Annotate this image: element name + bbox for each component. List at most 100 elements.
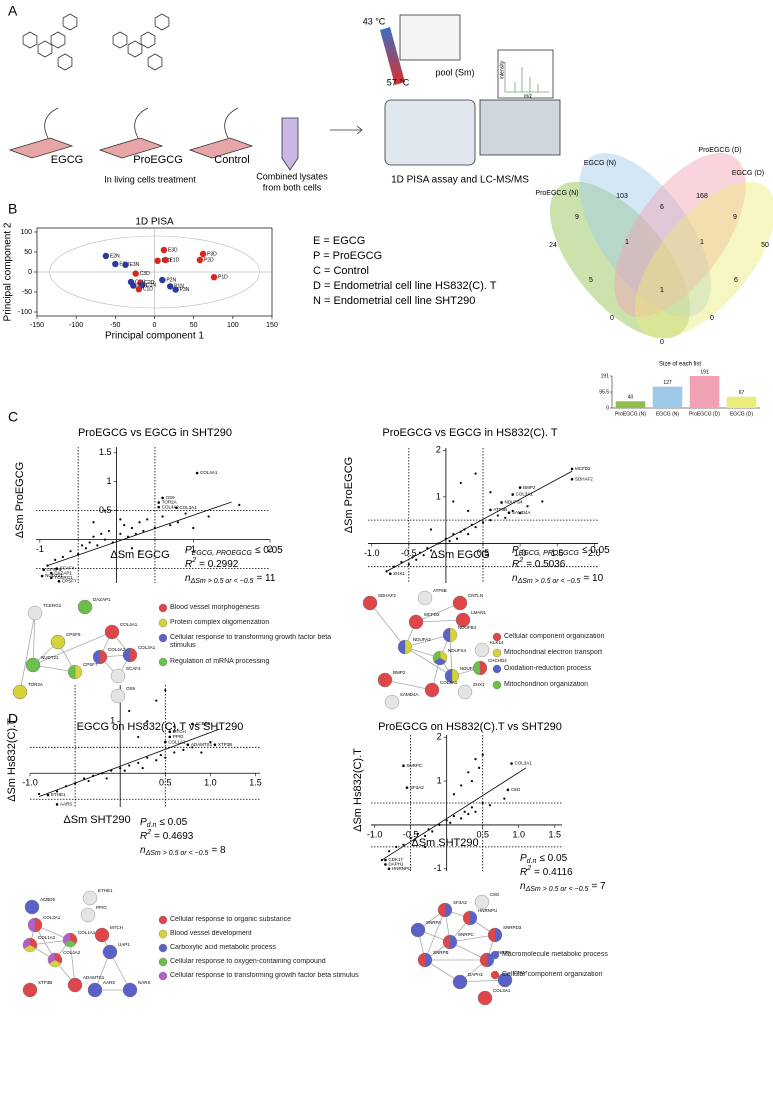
point — [452, 793, 455, 796]
legend-entry: Blood vessel development — [170, 930, 252, 937]
node-label: SNRPD3 — [503, 925, 522, 930]
label: 1D PISA assay and LC-MS/MS — [391, 175, 529, 186]
point — [173, 751, 176, 754]
x-tick-label: -0.5 — [401, 548, 417, 558]
network-node-slice — [417, 952, 426, 968]
point — [449, 821, 452, 824]
network-node-slice — [424, 952, 433, 968]
point — [122, 261, 129, 268]
gene-label: XTP3B — [218, 742, 232, 747]
x-tick-label: EGCG (N) — [656, 411, 679, 417]
point — [173, 725, 176, 728]
point — [422, 553, 425, 557]
bar — [652, 386, 683, 408]
venn-set — [634, 181, 773, 339]
venn-count: 0 — [710, 315, 714, 322]
y-tick-label: 2 — [437, 732, 442, 742]
network-node-slice — [129, 647, 138, 663]
stat-line: PEGCG, PROEGCG ≤ 0.05 — [512, 545, 610, 557]
fit-line — [47, 501, 232, 567]
structure — [22, 31, 38, 49]
gradient — [380, 27, 405, 85]
gene-label: PPIG — [173, 734, 184, 739]
x-axis-label: Principal component 1 — [105, 331, 204, 342]
node-label: TCERG1 — [43, 603, 62, 608]
stat-symbol: P — [185, 545, 192, 556]
tube — [281, 117, 299, 171]
point — [161, 496, 164, 500]
y-tick-label: -50 — [22, 289, 32, 296]
legend-entry: Cellular component organization — [504, 633, 605, 640]
point — [452, 815, 455, 818]
y-axis-label: Principal component 2 — [3, 222, 14, 321]
point — [496, 514, 499, 517]
point-label: E1D — [169, 257, 179, 263]
panel-letter: D — [8, 711, 18, 727]
y-tick-label: 1 — [110, 716, 115, 726]
stat-line: nΔSm > 0.5 or < −0.5 = 11 — [185, 573, 276, 585]
arrow — [224, 107, 239, 139]
legend-swatch — [158, 657, 168, 667]
point — [157, 501, 161, 504]
x-tick-label: 0 — [153, 322, 157, 329]
gene-label: ZHX1 — [393, 571, 405, 576]
point — [146, 518, 149, 521]
gene-label: BMP2 — [523, 485, 536, 490]
network-node-slice — [437, 902, 446, 918]
point — [119, 766, 122, 770]
point — [182, 748, 185, 751]
legend-swatch — [158, 957, 168, 967]
gene-label: MTCH — [173, 729, 186, 734]
stat-subscript: ΔSm > 0.5 or < −0.5 — [525, 886, 589, 893]
network-node-slice — [92, 649, 101, 665]
stat-symbol: P — [140, 817, 147, 828]
point — [405, 786, 409, 789]
x-tick-label: 0.5 — [477, 548, 490, 558]
network-node — [408, 614, 424, 630]
y-tick-label: 2 — [436, 445, 441, 455]
point-label: P3D — [207, 251, 217, 257]
point — [481, 521, 485, 524]
legend-swatch — [158, 633, 168, 643]
x-tick-label: ProEGCG (N) — [615, 411, 646, 417]
point — [407, 563, 410, 566]
point — [80, 544, 84, 547]
legend-swatch — [492, 664, 502, 674]
venn-label: EGCG (D) — [732, 170, 764, 177]
gene-label: SDHAF2 — [575, 476, 593, 481]
stat-superscript: 2 — [518, 557, 523, 564]
stat-line: R2 = 0.4116 — [520, 865, 573, 878]
flask — [98, 137, 164, 159]
label: m/z — [524, 93, 533, 99]
point — [511, 509, 514, 512]
network-node-slice — [442, 934, 451, 950]
point — [467, 812, 470, 816]
point — [478, 766, 481, 770]
stat-subscript: ΔSm > 0.5 or < −0.5 — [517, 578, 581, 585]
point — [42, 568, 45, 571]
network-node — [457, 684, 473, 700]
y-tick-label: 95.5 — [599, 389, 609, 395]
x-tick-label: 2.0 — [588, 548, 601, 558]
point — [199, 250, 207, 258]
network-edge — [424, 909, 446, 961]
network-node — [27, 605, 43, 621]
panel-letter: B — [8, 201, 17, 217]
point — [238, 503, 241, 506]
legend-entry-box: Cellular response to transforming growth… — [170, 972, 359, 979]
venn-count: 0 — [660, 339, 664, 346]
legend-swatch — [492, 632, 502, 642]
point — [146, 756, 149, 759]
legend-entry: D = Endometrial cell line HS832(C). T — [313, 280, 497, 292]
point — [489, 519, 492, 522]
point — [402, 843, 405, 846]
confidence-ellipse — [49, 235, 260, 309]
network-node — [104, 624, 120, 640]
point — [123, 769, 126, 772]
stat-line: R2 = 0.5036 — [512, 557, 566, 570]
stat-symbol: P — [512, 545, 519, 556]
stat-text: ≤ 0.05 — [159, 817, 187, 828]
network-node-slice — [444, 668, 453, 684]
network-node-slice — [487, 927, 496, 943]
